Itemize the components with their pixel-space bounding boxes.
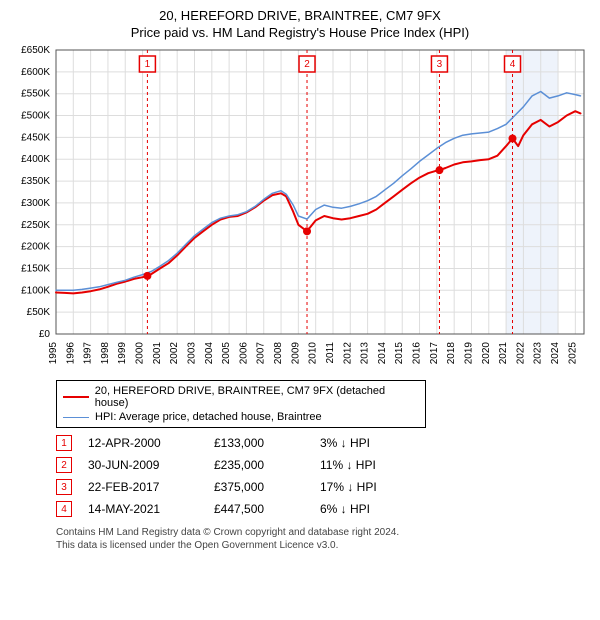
footer: Contains HM Land Registry data © Crown c…	[56, 526, 590, 552]
svg-text:£150K: £150K	[21, 263, 50, 274]
svg-text:£350K: £350K	[21, 176, 50, 187]
transaction-marker: 3	[56, 479, 72, 495]
svg-text:1997: 1997	[83, 342, 94, 365]
svg-text:£250K: £250K	[21, 220, 50, 231]
svg-text:£50K: £50K	[27, 307, 51, 318]
svg-text:2000: 2000	[135, 342, 146, 365]
svg-text:3: 3	[437, 59, 443, 70]
svg-text:2010: 2010	[308, 342, 319, 365]
svg-text:2019: 2019	[463, 342, 474, 365]
svg-text:2012: 2012	[342, 342, 353, 365]
svg-text:2017: 2017	[429, 342, 440, 365]
svg-text:4: 4	[510, 59, 516, 70]
transaction-price: £133,000	[214, 436, 304, 450]
legend-item: 20, HEREFORD DRIVE, BRAINTREE, CM7 9FX (…	[63, 384, 419, 410]
legend-swatch	[63, 417, 89, 418]
svg-text:2011: 2011	[325, 342, 336, 364]
svg-text:2014: 2014	[377, 342, 388, 365]
svg-text:2009: 2009	[290, 342, 301, 365]
svg-text:1995: 1995	[48, 342, 59, 365]
svg-text:2006: 2006	[238, 342, 249, 365]
svg-text:2021: 2021	[498, 342, 509, 365]
svg-text:2013: 2013	[360, 342, 371, 365]
transaction-price: £235,000	[214, 458, 304, 472]
svg-text:2001: 2001	[152, 342, 163, 365]
transaction-row: 2 30-JUN-2009 £235,000 11% ↓ HPI	[56, 454, 590, 476]
transaction-marker: 1	[56, 435, 72, 451]
legend-label: 20, HEREFORD DRIVE, BRAINTREE, CM7 9FX (…	[95, 385, 419, 409]
transaction-diff: 6% ↓ HPI	[320, 502, 430, 516]
svg-text:£550K: £550K	[21, 89, 50, 100]
svg-text:2025: 2025	[567, 342, 578, 365]
transaction-row: 4 14-MAY-2021 £447,500 6% ↓ HPI	[56, 498, 590, 520]
transaction-date: 30-JUN-2009	[88, 458, 198, 472]
svg-text:2004: 2004	[204, 342, 215, 365]
svg-text:1996: 1996	[65, 342, 76, 365]
legend-swatch	[63, 396, 89, 398]
svg-text:1: 1	[145, 59, 151, 70]
svg-text:1998: 1998	[100, 342, 111, 365]
transaction-marker: 2	[56, 457, 72, 473]
svg-text:2005: 2005	[221, 342, 232, 365]
svg-text:£0: £0	[39, 329, 51, 340]
transaction-marker: 4	[56, 501, 72, 517]
svg-text:1999: 1999	[117, 342, 128, 365]
titles: 20, HEREFORD DRIVE, BRAINTREE, CM7 9FX P…	[10, 8, 590, 40]
svg-text:£650K: £650K	[21, 45, 50, 56]
transaction-date: 22-FEB-2017	[88, 480, 198, 494]
svg-text:2016: 2016	[412, 342, 423, 365]
footer-line-2: This data is licensed under the Open Gov…	[56, 539, 590, 552]
chart-area: £0 £50K £100K £150K £200K £250K £300K £350K £400…	[10, 44, 590, 374]
transaction-date: 14-MAY-2021	[88, 502, 198, 516]
svg-text:£200K: £200K	[21, 242, 50, 253]
svg-text:2002: 2002	[169, 342, 180, 365]
svg-text:2024: 2024	[550, 342, 561, 365]
svg-text:2023: 2023	[533, 342, 544, 365]
title-line-1: 20, HEREFORD DRIVE, BRAINTREE, CM7 9FX	[10, 8, 590, 23]
transaction-price: £447,500	[214, 502, 304, 516]
svg-text:£450K: £450K	[21, 132, 50, 143]
chart-container: 20, HEREFORD DRIVE, BRAINTREE, CM7 9FX P…	[0, 0, 600, 620]
title-line-2: Price paid vs. HM Land Registry's House …	[10, 25, 590, 40]
svg-text:2015: 2015	[394, 342, 405, 365]
svg-text:2003: 2003	[186, 342, 197, 365]
transaction-diff: 11% ↓ HPI	[320, 458, 430, 472]
legend-item: HPI: Average price, detached house, Brai…	[63, 410, 419, 424]
svg-text:£300K: £300K	[21, 198, 50, 209]
svg-text:2008: 2008	[273, 342, 284, 365]
legend-label: HPI: Average price, detached house, Brai…	[95, 411, 322, 423]
legend: 20, HEREFORD DRIVE, BRAINTREE, CM7 9FX (…	[56, 380, 426, 428]
svg-text:2: 2	[304, 59, 310, 70]
svg-text:£400K: £400K	[21, 154, 50, 165]
svg-text:2018: 2018	[446, 342, 457, 365]
svg-text:2022: 2022	[515, 342, 526, 365]
transaction-date: 12-APR-2000	[88, 436, 198, 450]
svg-text:2020: 2020	[481, 342, 492, 365]
svg-text:£500K: £500K	[21, 111, 50, 122]
svg-text:£600K: £600K	[21, 67, 50, 78]
transaction-price: £375,000	[214, 480, 304, 494]
transaction-row: 3 22-FEB-2017 £375,000 17% ↓ HPI	[56, 476, 590, 498]
footer-line-1: Contains HM Land Registry data © Crown c…	[56, 526, 590, 539]
svg-text:£100K: £100K	[21, 285, 50, 296]
line-chart-svg: £0 £50K £100K £150K £200K £250K £300K £350K £400…	[10, 44, 590, 374]
transaction-diff: 3% ↓ HPI	[320, 436, 430, 450]
transaction-diff: 17% ↓ HPI	[320, 480, 430, 494]
transactions-table: 1 12-APR-2000 £133,000 3% ↓ HPI 2 30-JUN-2009…	[56, 432, 590, 520]
svg-text:2007: 2007	[256, 342, 267, 365]
transaction-row: 1 12-APR-2000 £133,000 3% ↓ HPI	[56, 432, 590, 454]
